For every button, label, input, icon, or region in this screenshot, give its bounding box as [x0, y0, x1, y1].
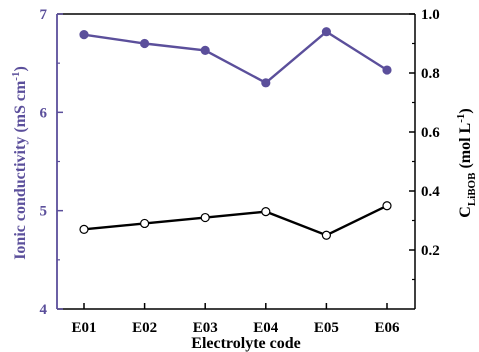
left-axis-title: Ionic conductivity (mS cm-1) [10, 66, 29, 260]
series-1-point [382, 65, 392, 75]
right-axis-title-sub: LiBOB [466, 172, 478, 206]
right-tick-label: 0.8 [421, 66, 440, 82]
left-axis-title-main: Ionic conductivity (mS cm [12, 80, 29, 260]
left-tick-label: 6 [40, 105, 48, 121]
series-2-point [261, 207, 271, 217]
plot-frame [56, 13, 416, 310]
right-tick-label: 1.0 [421, 7, 440, 23]
left-axis-title-end: ) [12, 66, 29, 71]
right-axis-title-sup: -1 [455, 114, 467, 123]
series-1-point [321, 27, 331, 37]
right-axis-title-main: C [457, 206, 474, 218]
x-axis-title: Electrolyte code [191, 335, 300, 352]
series-2-point [79, 224, 89, 234]
series-2-line [83, 204, 388, 237]
x-axis-ticks: E01 E02 E03 E04 E05 E06 [71, 303, 400, 336]
x-tick-label: E04 [253, 320, 279, 336]
series-2-point [140, 218, 150, 229]
series-layer [79, 27, 392, 240]
series-1-point [79, 30, 89, 40]
right-axis-ticks: 0.2 0.4 0.6 0.8 1.0 [409, 7, 440, 281]
right-axis-title-mid: (mol L [457, 123, 474, 173]
x-tick-label: E01 [71, 320, 96, 336]
right-tick-label: 0.4 [421, 184, 440, 200]
right-tick-label: 0.2 [421, 243, 440, 259]
left-tick-label: 7 [40, 7, 48, 23]
x-tick-label: E06 [374, 320, 400, 336]
series-1-point [200, 45, 210, 55]
x-tick-label: E05 [314, 320, 339, 336]
left-tick-label: 4 [40, 302, 48, 318]
right-tick-label: 0.6 [421, 125, 440, 141]
series-2-point [321, 230, 331, 240]
series-2-point [382, 201, 392, 211]
series-1-line [83, 30, 388, 85]
series-2-point [200, 212, 210, 223]
left-tick-label: 5 [40, 204, 48, 220]
right-axis-title: CLiBOB (mol L-1) [455, 108, 478, 217]
left-axis-ticks: 4 5 6 7 [40, 7, 63, 318]
x-tick-label: E02 [132, 320, 157, 336]
series-1-point [140, 38, 150, 49]
series-1-point [261, 78, 271, 88]
left-axis-title-sup: -1 [10, 72, 22, 81]
right-axis-title-end: ) [457, 108, 474, 113]
x-tick-label: E03 [193, 320, 218, 336]
